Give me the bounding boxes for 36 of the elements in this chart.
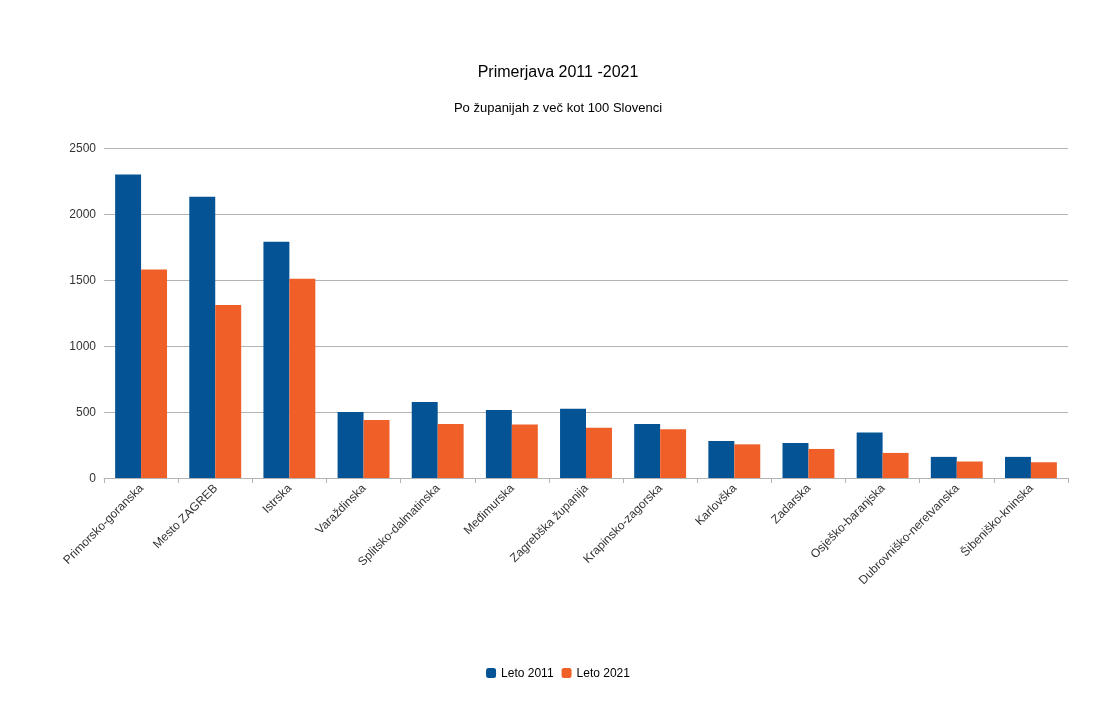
bar	[1030, 462, 1057, 478]
bar	[660, 429, 687, 478]
bar	[485, 410, 512, 478]
bar	[1004, 456, 1031, 478]
bar	[411, 402, 438, 478]
y-tick-label: 0	[89, 471, 97, 485]
bar	[363, 419, 390, 478]
bar	[189, 196, 216, 478]
bar	[437, 423, 464, 478]
y-tick-label: 500	[75, 405, 97, 419]
y-tick-label: 2500	[69, 141, 97, 155]
bar	[511, 424, 538, 478]
y-tick-label: 1500	[69, 273, 97, 287]
y-tick-label: 1000	[69, 339, 97, 353]
bar	[930, 456, 957, 478]
bar	[856, 432, 883, 478]
bar	[782, 443, 809, 478]
bar	[882, 452, 909, 478]
bar	[263, 241, 290, 478]
bar	[337, 412, 364, 478]
legend-label: Leto 2021	[576, 666, 631, 680]
bar	[289, 278, 316, 478]
bar	[734, 444, 761, 478]
bar	[956, 461, 983, 478]
legend-label: Leto 2011	[501, 666, 554, 680]
bar	[560, 408, 586, 478]
bar	[141, 269, 168, 478]
chart-subtitle: Po županijah z več kot 100 Slovenci	[453, 100, 663, 115]
bar	[634, 423, 661, 478]
bar	[115, 174, 142, 478]
bar	[215, 305, 242, 478]
bar	[708, 441, 735, 478]
chart-title: Primerjava 2011 -2021	[477, 62, 639, 80]
y-tick-label: 2000	[69, 207, 97, 221]
bar	[586, 427, 612, 478]
bar	[808, 448, 835, 478]
